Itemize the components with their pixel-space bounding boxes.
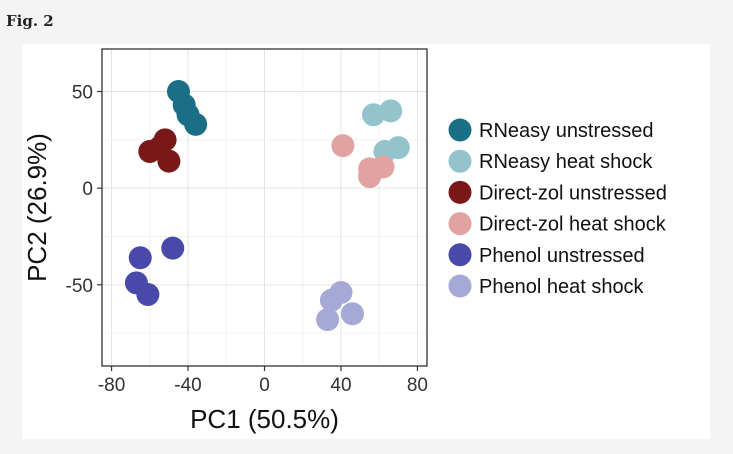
scatter-point — [371, 155, 395, 179]
x-tick-label: 0 — [259, 375, 270, 396]
scatter-point — [316, 308, 340, 332]
scatter-point — [331, 134, 355, 158]
figure-label: Fig. 2 — [6, 12, 54, 30]
legend-label: Phenol heat shock — [479, 276, 645, 298]
scatter-point — [386, 136, 410, 160]
legend-swatch — [448, 180, 472, 204]
scatter-point — [161, 236, 185, 260]
axis-ticks: -80 -40 0 40 80 50 0 -50 — [66, 83, 428, 396]
legend-swatch — [448, 274, 472, 298]
scatter-point — [184, 112, 208, 136]
legend-swatch — [448, 212, 472, 236]
y-tick-label: -50 — [66, 276, 93, 297]
scatter-point — [319, 288, 343, 312]
x-tick-label: 40 — [330, 375, 351, 396]
legend-swatch — [448, 118, 472, 142]
grid-lines — [102, 49, 427, 366]
scatter-point — [340, 302, 364, 326]
x-tick-label: -40 — [174, 375, 201, 396]
legend-label: RNeasy heat shock — [479, 151, 653, 173]
y-axis-title: PC2 (26.9%) — [22, 133, 52, 282]
legend-label: RNeasy unstressed — [479, 120, 654, 142]
legend-label: Phenol unstressed — [479, 245, 645, 267]
y-tick-label: 50 — [72, 83, 93, 104]
scatter-point — [157, 149, 181, 173]
legend: RNeasy unstressed RNeasy heat shock Direct… — [448, 118, 667, 298]
x-tick-label: 80 — [407, 375, 428, 396]
x-tick-label: -80 — [98, 375, 125, 396]
scatter-point — [136, 282, 160, 306]
data-points — [124, 80, 410, 332]
legend-swatch — [448, 243, 472, 267]
scatter-point — [361, 103, 385, 127]
legend-swatch — [448, 149, 472, 173]
legend-label: Direct-zol heat shock — [479, 214, 667, 236]
y-tick-label: 0 — [82, 179, 93, 200]
scatter-point — [379, 99, 403, 123]
x-axis-title: PC1 (50.5%) — [190, 404, 339, 434]
scatter-point — [128, 246, 152, 270]
legend-label: Direct-zol unstressed — [479, 182, 667, 204]
